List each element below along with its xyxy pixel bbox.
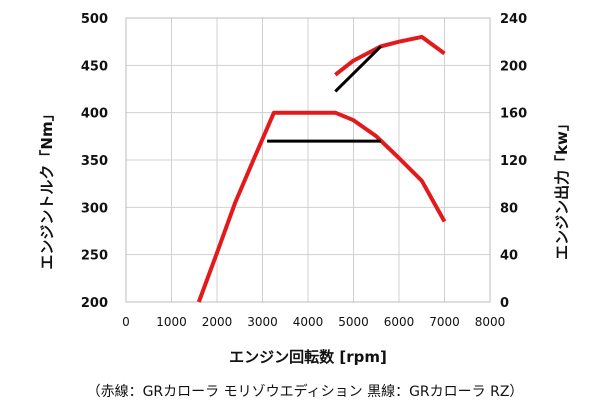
y-axis-right-title: エンジン出力「kw」 — [553, 116, 571, 260]
y-right-tick-label: 240 — [500, 12, 527, 27]
x-tick-label: 8000 — [475, 315, 506, 329]
x-tick-label: 3000 — [247, 315, 278, 329]
x-tick-label: 6000 — [384, 315, 415, 329]
x-tick-label: 5000 — [338, 315, 369, 329]
red-torque-line — [196, 110, 447, 303]
x-tick-label: 7000 — [429, 315, 460, 329]
y-left-tick-label: 450 — [81, 59, 108, 74]
y-left-tick-label: 250 — [81, 249, 108, 264]
y-right-tick-label: 160 — [500, 107, 527, 122]
x-axis-ticks: 0 1000 2000 3000 4000 5000 6000 7000 8000 — [122, 315, 505, 329]
y-left-tick-label: 350 — [81, 154, 108, 169]
right-axis-ticks: 0 40 80 120 160 200 240 — [500, 12, 527, 311]
x-axis-title: エンジン回転数 [rpm] — [229, 348, 387, 366]
y-right-tick-label: 0 — [500, 296, 509, 311]
black-power-line — [334, 45, 382, 93]
left-axis-ticks: 200 250 300 350 400 450 500 — [81, 12, 108, 311]
y-right-tick-label: 120 — [500, 154, 527, 169]
gridlines — [125, 17, 491, 303]
y-axis-left-title: エンジントルク「Nm」 — [38, 106, 56, 269]
y-right-tick-label: 200 — [500, 59, 527, 74]
y-left-tick-label: 500 — [81, 12, 108, 27]
y-left-tick-label: 300 — [81, 201, 108, 216]
x-tick-label: 0 — [122, 315, 130, 329]
red-power-line — [334, 34, 446, 77]
y-right-tick-label: 80 — [500, 201, 518, 216]
x-tick-label: 1000 — [156, 315, 187, 329]
y-left-tick-label: 200 — [81, 296, 108, 311]
y-right-tick-label: 40 — [500, 249, 518, 264]
x-tick-label: 2000 — [202, 315, 233, 329]
series-layer — [196, 34, 447, 303]
plot-frame — [125, 17, 491, 303]
x-tick-label: 4000 — [293, 315, 324, 329]
chart-caption: （赤線：GRカローラ モリゾウエディション 黒線：GRカローラ RZ） — [87, 383, 524, 400]
y-left-tick-label: 400 — [81, 107, 108, 122]
